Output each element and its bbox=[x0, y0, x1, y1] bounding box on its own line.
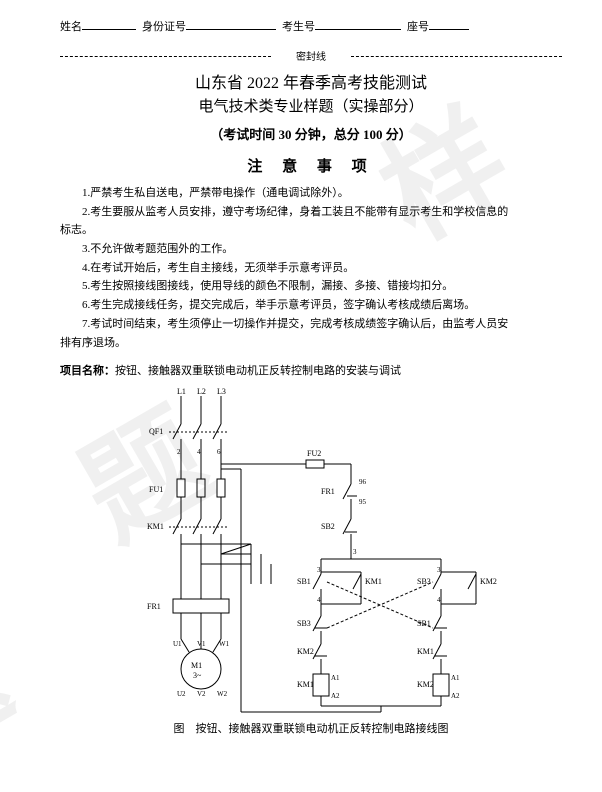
note-2: 2.考生要服从监考人员安排，遵守考场纪律，身着工装且不能带有显示考生和学校信息的 bbox=[60, 203, 562, 222]
sym-crossover bbox=[181, 544, 271, 584]
diagram-container: L1 L2 L3 QF1 2 4 6 FU1 bbox=[60, 384, 562, 714]
label-examno: 考生号 bbox=[282, 18, 315, 34]
notice-heading: 注 意 事 项 bbox=[60, 155, 562, 176]
lbl-l1: L1 bbox=[177, 387, 186, 396]
lbl-sb3: SB3 bbox=[417, 577, 431, 586]
label-name: 姓名 bbox=[60, 18, 82, 34]
sym-km-main bbox=[169, 519, 227, 584]
svg-text:V1: V1 bbox=[197, 640, 206, 648]
sym-fr1 bbox=[173, 584, 229, 639]
branch-right: SB3 KM2 SB1 KM1 KM2 A1 bbox=[417, 572, 497, 706]
underline-seat bbox=[429, 18, 469, 30]
page: 姓名 身份证号 考生号 座号 密封线 山东省 2022 年春季高考技能测试 电气… bbox=[0, 0, 602, 746]
lbl-km2c: KM2 bbox=[417, 680, 434, 689]
svg-text:U1: U1 bbox=[173, 640, 182, 648]
lbl-sb3l: SB3 bbox=[297, 619, 311, 628]
svg-text:A1: A1 bbox=[331, 674, 340, 682]
svg-text:3~: 3~ bbox=[193, 671, 202, 680]
branch-left: SB1 KM1 SB3 KM2 KM1 bbox=[297, 572, 382, 706]
lbl-l2: L2 bbox=[197, 387, 206, 396]
lbl-km1c: KM1 bbox=[297, 680, 314, 689]
note-7-tail: 排有序退场。 bbox=[60, 334, 562, 353]
svg-text:96: 96 bbox=[359, 478, 367, 486]
svg-text:4: 4 bbox=[317, 596, 321, 604]
svg-text:4: 4 bbox=[197, 448, 201, 456]
svg-text:4: 4 bbox=[437, 596, 441, 604]
seal-line: 密封线 bbox=[60, 48, 562, 63]
field-seat: 座号 bbox=[407, 18, 469, 34]
project-line: 项目名称：按钮、接触器双重联锁电动机正反转控制电路的安装与调试 bbox=[60, 362, 562, 378]
sym-fr-nc bbox=[343, 484, 357, 519]
sym-fu1 bbox=[177, 459, 225, 519]
svg-text:95: 95 bbox=[359, 498, 367, 506]
title-line2: 电气技术类专业样题（实操部分） bbox=[60, 95, 562, 116]
field-id: 身份证号 bbox=[142, 18, 276, 34]
lbl-km1nc: KM1 bbox=[417, 647, 434, 656]
notes-block: 1.严禁考生私自送电，严禁带电操作（通电调试除外）。 2.考生要服从监考人员安排… bbox=[60, 184, 562, 352]
field-name: 姓名 bbox=[60, 18, 136, 34]
lbl-qf1: QF1 bbox=[149, 427, 163, 436]
note-6: 6.考生完成接线任务，提交完成后，举手示意考评员，签字确认考核成绩后离场。 bbox=[60, 296, 562, 315]
lbl-km1m: KM1 bbox=[147, 522, 164, 531]
lbl-l3: L3 bbox=[217, 387, 226, 396]
lbl-fr1: FR1 bbox=[147, 602, 161, 611]
svg-text:W1: W1 bbox=[219, 640, 230, 648]
underline-name bbox=[82, 18, 136, 30]
svg-text:3: 3 bbox=[353, 548, 357, 556]
svg-text:M1: M1 bbox=[191, 661, 202, 670]
lbl-fu1: FU1 bbox=[149, 485, 163, 494]
underline-examno bbox=[315, 18, 401, 30]
svg-text:A2: A2 bbox=[331, 692, 340, 700]
note-5: 5.考生按照接线图接线，使用导线的颜色不限制，漏接、多接、错接均扣分。 bbox=[60, 277, 562, 296]
lbl-fr1c: FR1 bbox=[321, 487, 335, 496]
seal-text: 密封线 bbox=[296, 52, 326, 63]
svg-text:A2: A2 bbox=[451, 692, 460, 700]
svg-text:3: 3 bbox=[437, 566, 441, 574]
label-seat: 座号 bbox=[407, 18, 429, 34]
note-3: 3.不允许做考题范围外的工作。 bbox=[60, 240, 562, 259]
svg-text:6: 6 bbox=[217, 448, 221, 456]
lbl-sb1: SB1 bbox=[297, 577, 311, 586]
svg-text:3: 3 bbox=[317, 566, 321, 574]
note-2-tail: 标志。 bbox=[60, 221, 562, 240]
lbl-fu2: FU2 bbox=[307, 449, 321, 458]
project-text: 按钮、接触器双重联锁电动机正反转控制电路的安装与调试 bbox=[115, 365, 401, 377]
svg-text:V2: V2 bbox=[197, 690, 206, 698]
figure-caption: 图 按钮、接触器双重联锁电动机正反转控制电路接线图 bbox=[60, 720, 562, 736]
title-line3: （考试时间 30 分钟，总分 100 分） bbox=[60, 124, 562, 143]
header-fields: 姓名 身份证号 考生号 座号 bbox=[60, 18, 562, 34]
sym-fu2 bbox=[306, 460, 324, 468]
note-1: 1.严禁考生私自送电，严禁带电操作（通电调试除外）。 bbox=[60, 184, 562, 203]
note-4: 4.在考试开始后，考生自主接线，无须举手示意考评员。 bbox=[60, 259, 562, 278]
svg-text:U2: U2 bbox=[177, 690, 186, 698]
label-id: 身份证号 bbox=[142, 18, 186, 34]
title-line1: 山东省 2022 年春季高考技能测试 bbox=[60, 69, 562, 93]
lbl-km1a: KM1 bbox=[365, 577, 382, 586]
svg-text:A1: A1 bbox=[451, 674, 460, 682]
svg-text:2: 2 bbox=[177, 448, 181, 456]
lbl-sb2: SB2 bbox=[321, 522, 335, 531]
underline-id bbox=[186, 18, 276, 30]
field-examno: 考生号 bbox=[282, 18, 401, 34]
project-label: 项目名称： bbox=[60, 365, 115, 377]
note-7: 7.考试时间结束，考生须停止一切操作并提交，完成考核成绩签字确认后，由监考人员安 bbox=[60, 315, 562, 334]
circuit-diagram: L1 L2 L3 QF1 2 4 6 FU1 bbox=[121, 384, 501, 714]
lbl-km2a: KM2 bbox=[480, 577, 497, 586]
svg-text:W2: W2 bbox=[217, 690, 228, 698]
lbl-km2nc: KM2 bbox=[297, 647, 314, 656]
